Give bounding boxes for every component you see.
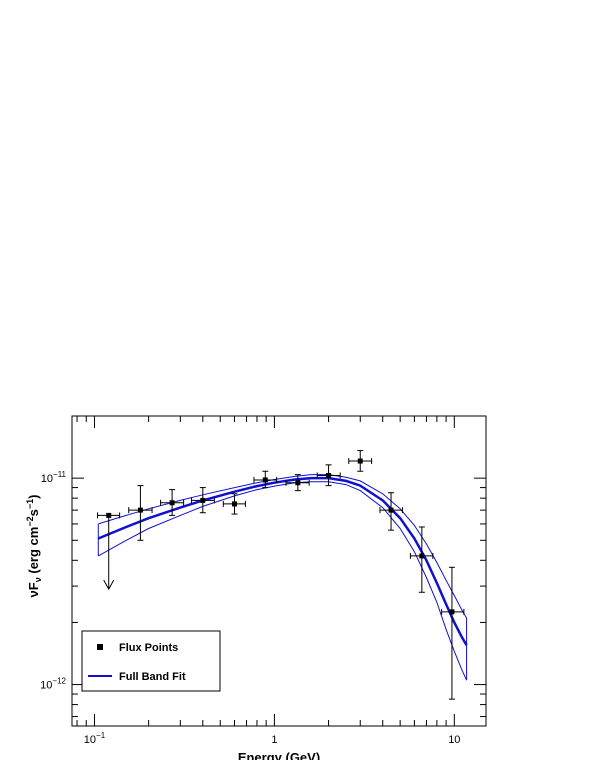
x-tick-exp: −1 (96, 731, 106, 740)
flux-points (97, 450, 465, 700)
flux-point-marker (419, 553, 425, 559)
x-tick-label: 10 (448, 734, 460, 746)
fit-curve (97, 476, 468, 646)
legend-label: Flux Points (119, 642, 178, 654)
x-tick-label: 10−1 (84, 731, 106, 746)
y-axis-title-mid: s (26, 509, 41, 516)
x-axis-title: Energy (GeV) (238, 750, 320, 760)
flux-point-marker (137, 507, 143, 513)
y-tick-exp: −12 (52, 677, 66, 686)
y-tick-label: 10−11 (41, 470, 67, 485)
plot-frame (71, 415, 487, 727)
flux-point-marker (295, 480, 301, 486)
flux-point (409, 526, 434, 593)
flux-point (316, 464, 341, 487)
flux-point-marker (231, 501, 237, 507)
fit-band-lower (98, 481, 468, 681)
x-tick-base: 10 (448, 734, 460, 746)
y-axis-title-sup1: −2 (25, 516, 35, 526)
legend: Flux Points Full Band Fit (81, 630, 221, 692)
y-axis-title-close: ) (26, 495, 41, 499)
y-axis-title-prefix: νF (26, 582, 41, 597)
flux-point (97, 512, 121, 591)
upper-limit-arrow (103, 579, 115, 591)
flux-point-marker (169, 500, 175, 506)
flux-point (285, 474, 310, 492)
flux-point-marker (449, 609, 455, 615)
y-tick-base: 10 (41, 473, 53, 485)
flux-point-marker (200, 497, 206, 503)
flux-point (160, 489, 185, 516)
y-axis-title-sub: ν (33, 577, 43, 582)
x-tick-label: 1 (271, 734, 277, 746)
y-axis-title-open: (erg cm (26, 527, 41, 578)
y-tick-exp: −11 (53, 470, 67, 479)
x-tick-base: 10 (84, 734, 96, 746)
flux-point (222, 493, 246, 515)
flux-point-marker (388, 507, 394, 513)
y-tick-base: 10 (40, 680, 52, 692)
flux-point (190, 487, 215, 514)
flux-point (379, 492, 403, 531)
flux-point (441, 566, 465, 700)
y-axis-title: νFν (erg cm−2s−1) (25, 495, 43, 598)
flux-point-marker (357, 458, 363, 464)
flux-point-marker (262, 477, 268, 483)
x-tick-base: 1 (271, 734, 277, 746)
flux-point-marker (326, 472, 332, 478)
axis-ticks (72, 415, 486, 726)
legend-box (81, 630, 221, 692)
flux-point (253, 470, 278, 489)
flux-point (128, 485, 153, 541)
legend-label: Full Band Fit (119, 671, 186, 683)
flux-point (348, 450, 373, 472)
flux-point-marker (106, 512, 112, 518)
y-tick-label: 10−12 (40, 677, 66, 692)
legend-marker-square (97, 644, 103, 650)
y-axis-title-sup2: −1 (25, 499, 35, 509)
